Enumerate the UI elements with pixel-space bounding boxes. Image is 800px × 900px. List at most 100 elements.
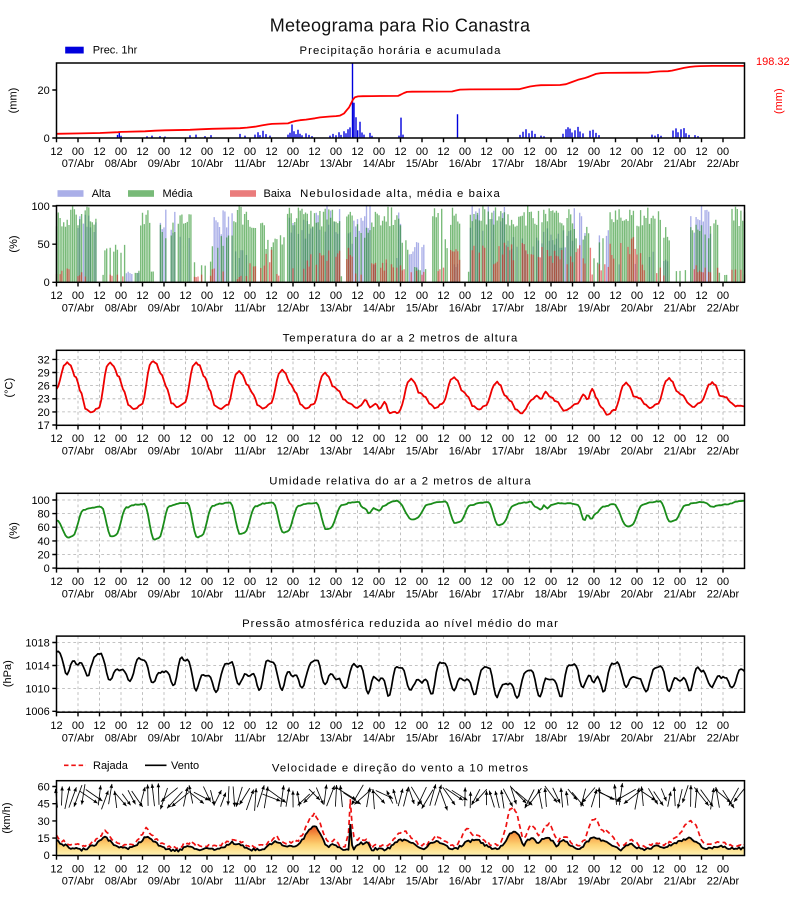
svg-text:19/Abr: 19/Abr: [578, 302, 611, 314]
svg-text:12/Abr: 12/Abr: [277, 732, 310, 744]
svg-text:(mm): (mm): [8, 88, 20, 114]
svg-text:00: 00: [373, 146, 385, 158]
svg-text:12: 12: [437, 290, 449, 302]
svg-text:00: 00: [588, 433, 600, 445]
svg-text:11/Abr: 11/Abr: [234, 302, 266, 314]
svg-text:21/Abr: 21/Abr: [664, 158, 697, 170]
svg-text:00: 00: [459, 576, 471, 588]
svg-text:12: 12: [437, 863, 449, 875]
svg-text:0: 0: [44, 277, 50, 289]
svg-text:21/Abr: 21/Abr: [664, 876, 697, 888]
svg-text:00: 00: [373, 720, 385, 732]
svg-text:12: 12: [308, 433, 320, 445]
svg-text:12/Abr: 12/Abr: [277, 302, 310, 314]
svg-text:12: 12: [609, 720, 621, 732]
svg-text:20/Abr: 20/Abr: [621, 732, 654, 744]
svg-text:00: 00: [545, 433, 557, 445]
svg-text:12: 12: [480, 146, 492, 158]
svg-text:16/Abr: 16/Abr: [449, 876, 482, 888]
svg-text:Temperatura do ar a 2 metros d: Temperatura do ar a 2 metros de altura: [283, 333, 519, 345]
svg-text:12: 12: [652, 576, 664, 588]
svg-text:Rajada: Rajada: [93, 760, 129, 772]
svg-text:00: 00: [330, 290, 342, 302]
svg-text:12: 12: [179, 290, 191, 302]
svg-text:11/Abr: 11/Abr: [234, 732, 266, 744]
svg-text:12: 12: [566, 863, 578, 875]
svg-text:Baixa: Baixa: [264, 188, 292, 200]
svg-text:12: 12: [265, 146, 277, 158]
svg-text:00: 00: [674, 146, 686, 158]
svg-text:12: 12: [480, 863, 492, 875]
svg-text:00: 00: [158, 863, 170, 875]
svg-text:00: 00: [244, 146, 256, 158]
svg-text:13/Abr: 13/Abr: [320, 302, 353, 314]
svg-text:00: 00: [244, 290, 256, 302]
svg-text:00: 00: [459, 720, 471, 732]
svg-text:(hPa): (hPa): [2, 660, 14, 687]
svg-text:07/Abr: 07/Abr: [62, 589, 95, 601]
svg-text:11/Abr: 11/Abr: [234, 445, 266, 457]
svg-text:12: 12: [308, 576, 320, 588]
svg-text:00: 00: [72, 863, 84, 875]
svg-text:12: 12: [394, 290, 406, 302]
svg-text:00: 00: [545, 146, 557, 158]
svg-text:12: 12: [93, 720, 105, 732]
svg-text:08/Abr: 08/Abr: [105, 445, 138, 457]
svg-text:12: 12: [523, 576, 535, 588]
svg-text:12: 12: [93, 433, 105, 445]
svg-text:45: 45: [38, 799, 50, 811]
svg-text:20/Abr: 20/Abr: [621, 158, 654, 170]
svg-text:22/Abr: 22/Abr: [707, 589, 740, 601]
svg-text:1018: 1018: [25, 637, 49, 649]
svg-text:100: 100: [31, 495, 49, 507]
svg-text:00: 00: [287, 576, 299, 588]
svg-text:00: 00: [502, 863, 514, 875]
svg-text:12: 12: [695, 576, 707, 588]
svg-text:00: 00: [545, 863, 557, 875]
svg-text:10/Abr: 10/Abr: [191, 732, 224, 744]
svg-text:20: 20: [38, 549, 50, 561]
svg-text:12: 12: [308, 290, 320, 302]
svg-text:100: 100: [31, 201, 49, 213]
svg-text:12: 12: [265, 290, 277, 302]
svg-text:00: 00: [330, 146, 342, 158]
svg-text:12: 12: [609, 576, 621, 588]
svg-text:12: 12: [351, 290, 363, 302]
svg-text:32: 32: [38, 354, 50, 366]
svg-text:198.32: 198.32: [756, 56, 790, 68]
svg-text:Alta: Alta: [92, 188, 112, 200]
svg-text:12: 12: [179, 433, 191, 445]
svg-text:00: 00: [502, 290, 514, 302]
svg-text:17/Abr: 17/Abr: [492, 302, 525, 314]
svg-text:16/Abr: 16/Abr: [449, 445, 482, 457]
svg-text:12: 12: [480, 433, 492, 445]
svg-text:12: 12: [523, 146, 535, 158]
svg-text:00: 00: [459, 433, 471, 445]
svg-text:00: 00: [158, 576, 170, 588]
svg-text:12: 12: [480, 576, 492, 588]
svg-text:00: 00: [330, 863, 342, 875]
svg-text:00: 00: [631, 576, 643, 588]
svg-text:12/Abr: 12/Abr: [277, 876, 310, 888]
svg-text:60: 60: [38, 522, 50, 534]
svg-text:12: 12: [136, 146, 148, 158]
svg-text:14/Abr: 14/Abr: [363, 445, 396, 457]
svg-text:19/Abr: 19/Abr: [578, 876, 611, 888]
svg-text:12: 12: [652, 290, 664, 302]
svg-text:17/Abr: 17/Abr: [492, 732, 525, 744]
svg-text:00: 00: [373, 290, 385, 302]
svg-text:13/Abr: 13/Abr: [320, 589, 353, 601]
svg-text:00: 00: [201, 576, 213, 588]
svg-text:00: 00: [201, 433, 213, 445]
svg-text:60: 60: [38, 781, 50, 793]
svg-text:00: 00: [674, 863, 686, 875]
svg-text:14/Abr: 14/Abr: [363, 589, 396, 601]
svg-text:16/Abr: 16/Abr: [449, 158, 482, 170]
svg-text:09/Abr: 09/Abr: [148, 876, 181, 888]
svg-text:00: 00: [244, 433, 256, 445]
svg-text:19/Abr: 19/Abr: [578, 445, 611, 457]
svg-text:12: 12: [394, 863, 406, 875]
svg-text:00: 00: [115, 146, 127, 158]
svg-text:12: 12: [93, 146, 105, 158]
svg-text:00: 00: [115, 720, 127, 732]
